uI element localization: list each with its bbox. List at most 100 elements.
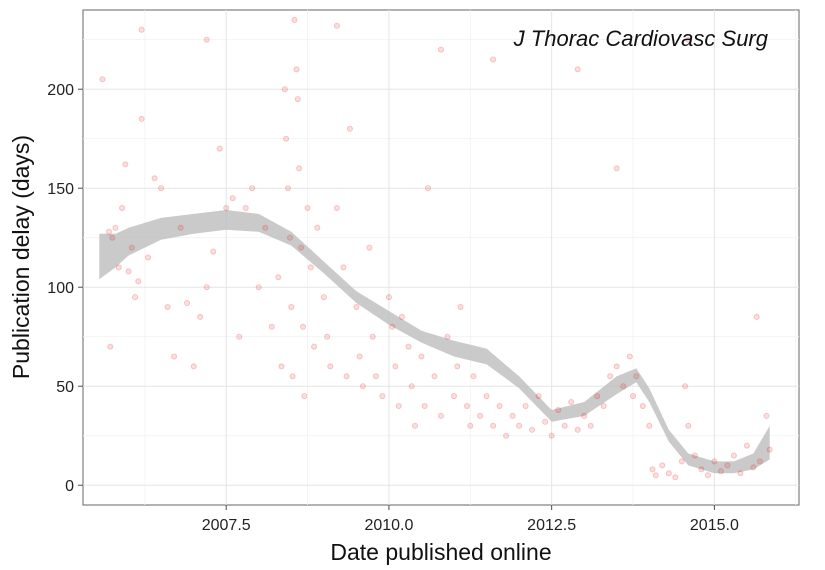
data-point (298, 244, 305, 251)
x-axis: 2007.5 2010.0 2012.5 2015.0 (202, 505, 739, 534)
data-point (281, 86, 288, 93)
data-point (587, 422, 594, 429)
data-point (359, 383, 366, 390)
data-point (135, 278, 142, 285)
data-point (600, 402, 607, 409)
data-point (418, 353, 425, 360)
data-point (649, 466, 656, 473)
data-point (223, 204, 230, 211)
data-point (639, 402, 646, 409)
data-point (522, 402, 529, 409)
data-point (581, 412, 588, 419)
data-point (216, 145, 223, 152)
data-point (288, 303, 295, 310)
data-point (613, 165, 620, 172)
data-point (454, 363, 461, 370)
data-point (119, 204, 126, 211)
data-point (535, 393, 542, 400)
data-point (411, 422, 418, 429)
data-point (626, 353, 633, 360)
data-point (138, 115, 145, 122)
data-point (294, 96, 301, 103)
data-point (291, 16, 298, 23)
data-point (678, 458, 685, 465)
data-point (444, 333, 451, 340)
data-point (711, 458, 718, 465)
data-point (210, 248, 217, 255)
data-point (99, 76, 106, 83)
y-axis-title: Publication delay (days) (8, 135, 34, 379)
data-point (398, 313, 405, 320)
data-point (353, 303, 360, 310)
data-point (529, 426, 536, 433)
grid-major (83, 10, 799, 505)
data-point (320, 294, 327, 301)
data-point (685, 36, 692, 43)
data-point (203, 36, 210, 43)
data-point (112, 224, 119, 231)
data-point (463, 402, 470, 409)
y-tick-label: 200 (47, 82, 74, 99)
data-point (574, 426, 581, 433)
data-point (314, 224, 321, 231)
data-point (561, 422, 568, 429)
data-point (299, 323, 306, 330)
data-point (450, 393, 457, 400)
data-point (286, 234, 293, 241)
data-point (151, 175, 158, 182)
data-point (125, 268, 132, 275)
data-point (197, 313, 204, 320)
data-point (548, 432, 555, 439)
data-point (620, 383, 627, 390)
data-point (296, 165, 303, 172)
data-point (311, 343, 318, 350)
data-point (421, 402, 428, 409)
x-tick-label: 2007.5 (202, 517, 251, 534)
data-point (177, 224, 184, 231)
y-tick-label: 0 (65, 478, 74, 495)
data-point (467, 422, 474, 429)
data-point (158, 185, 165, 192)
data-point (333, 204, 340, 211)
data-point (395, 402, 402, 409)
data-point (424, 185, 431, 192)
data-point (646, 422, 653, 429)
y-tick-label: 100 (47, 280, 74, 297)
data-point (324, 333, 331, 340)
y-axis: 0 50 100 150 200 (47, 82, 83, 495)
data-point (490, 56, 497, 63)
data-point (327, 363, 334, 370)
data-point (392, 363, 399, 370)
data-point (340, 264, 347, 271)
smooth-confidence-band (99, 210, 770, 474)
data-point (724, 462, 731, 469)
data-point (385, 294, 392, 301)
data-point (278, 363, 285, 370)
data-point (138, 26, 145, 33)
data-point (509, 412, 516, 419)
points-layer (99, 16, 773, 481)
data-point (405, 343, 412, 350)
data-point (737, 470, 744, 477)
data-point (369, 333, 376, 340)
data-point (229, 195, 236, 202)
data-point (132, 294, 139, 301)
data-point (255, 284, 262, 291)
data-point (568, 398, 575, 405)
y-tick-label: 50 (56, 379, 74, 396)
data-point (630, 393, 637, 400)
data-point (145, 254, 152, 261)
data-point (717, 468, 724, 475)
data-point (756, 458, 763, 465)
data-point (704, 472, 711, 479)
x-tick-label: 2012.5 (527, 517, 576, 534)
data-point (477, 412, 484, 419)
data-point (470, 373, 477, 380)
data-point (289, 373, 296, 380)
data-point (307, 264, 314, 271)
data-point (275, 274, 282, 281)
data-point (652, 472, 659, 479)
grid-minor (83, 10, 799, 505)
data-point (594, 393, 601, 400)
